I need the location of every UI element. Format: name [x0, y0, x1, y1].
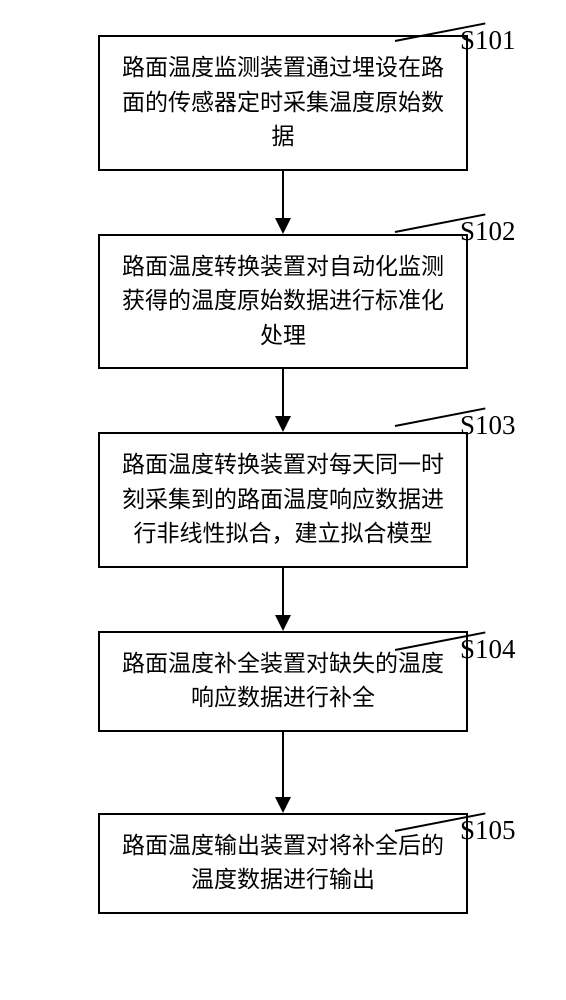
node-s101: 路面温度监测装置通过埋设在路面的传感器定时采集温度原始数据	[98, 35, 468, 171]
arrow-head-icon	[275, 416, 291, 432]
step-label-s105: S105	[460, 815, 516, 846]
arrow-s102	[275, 369, 291, 432]
step-label-s103: S103	[460, 410, 516, 441]
step-label-s104: S104	[460, 634, 516, 665]
arrow-line	[282, 171, 284, 219]
arrow-head-icon	[275, 615, 291, 631]
step-label-s102: S102	[460, 216, 516, 247]
step-s101: 路面温度监测装置通过埋设在路面的传感器定时采集温度原始数据	[0, 35, 566, 234]
arrow-line	[282, 732, 284, 798]
arrow-s103	[275, 568, 291, 631]
node-s103: 路面温度转换装置对每天同一时刻采集到的路面温度响应数据进行非线性拟合，建立拟合模…	[98, 432, 468, 568]
arrow-line	[282, 369, 284, 417]
arrow-line	[282, 568, 284, 616]
arrow-head-icon	[275, 797, 291, 813]
step-s103: 路面温度转换装置对每天同一时刻采集到的路面温度响应数据进行非线性拟合，建立拟合模…	[0, 432, 566, 631]
step-s102: 路面温度转换装置对自动化监测获得的温度原始数据进行标准化处理	[0, 234, 566, 433]
arrow-s104	[275, 732, 291, 813]
step-label-s101: S101	[460, 25, 516, 56]
flowchart-container: 路面温度监测装置通过埋设在路面的传感器定时采集温度原始数据 路面温度转换装置对自…	[0, 0, 566, 1000]
arrow-head-icon	[275, 218, 291, 234]
node-s102: 路面温度转换装置对自动化监测获得的温度原始数据进行标准化处理	[98, 234, 468, 370]
arrow-s101	[275, 171, 291, 234]
